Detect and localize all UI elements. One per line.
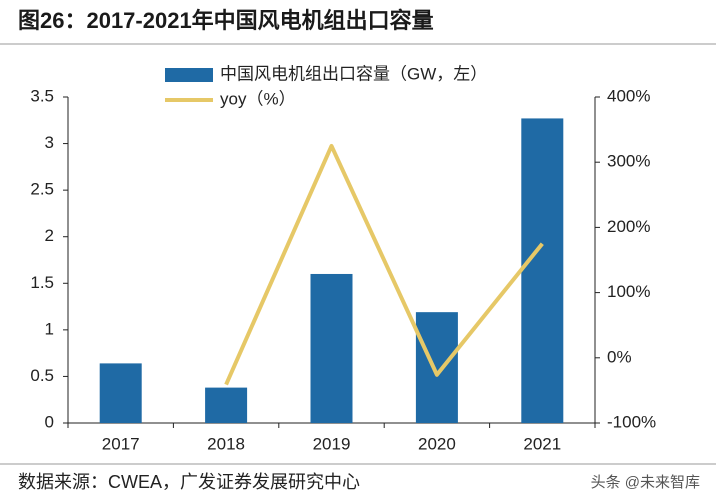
y2-tick-label: -100% [607,412,656,431]
yoy-line [224,143,544,386]
y-tick-label: 0.5 [30,366,54,385]
y2-tick-label: 400% [607,86,650,105]
x-tick-label: 2020 [418,434,456,453]
source-note: 数据来源：CWEA，广发证券发展研究中心 [18,472,360,492]
y-tick-label: 1.5 [30,273,54,292]
x-tick-label: 2019 [313,434,351,453]
chart-title: 图26：2017-2021年中国风电机组出口容量 [18,8,434,33]
x-tick-label: 2017 [102,434,140,453]
bar [205,387,248,423]
bar [99,363,142,423]
y-tick-label: 3 [45,133,54,152]
legend-label: yoy（%） [220,89,296,108]
y2-tick-label: 100% [607,282,650,301]
y-tick-label: 1 [45,319,54,338]
y-tick-label: 2.5 [30,180,54,199]
y2-tick-label: 300% [607,152,650,171]
y-tick-label: 3.5 [30,86,54,105]
y2-tick-label: 200% [607,217,650,236]
watermark: 头条 @未来智库 [591,473,700,491]
y2-tick-label: 0% [607,347,632,366]
x-tick-label: 2021 [523,434,561,453]
x-tick-label: 2018 [207,434,245,453]
bar [415,312,458,423]
legend-label: 中国风电机组出口容量（GW，左） [220,64,487,83]
y-tick-label: 2 [45,226,54,245]
y-tick-label: 0 [45,412,54,431]
bar [310,273,353,423]
bar [521,118,564,424]
legend-swatch [165,68,213,82]
